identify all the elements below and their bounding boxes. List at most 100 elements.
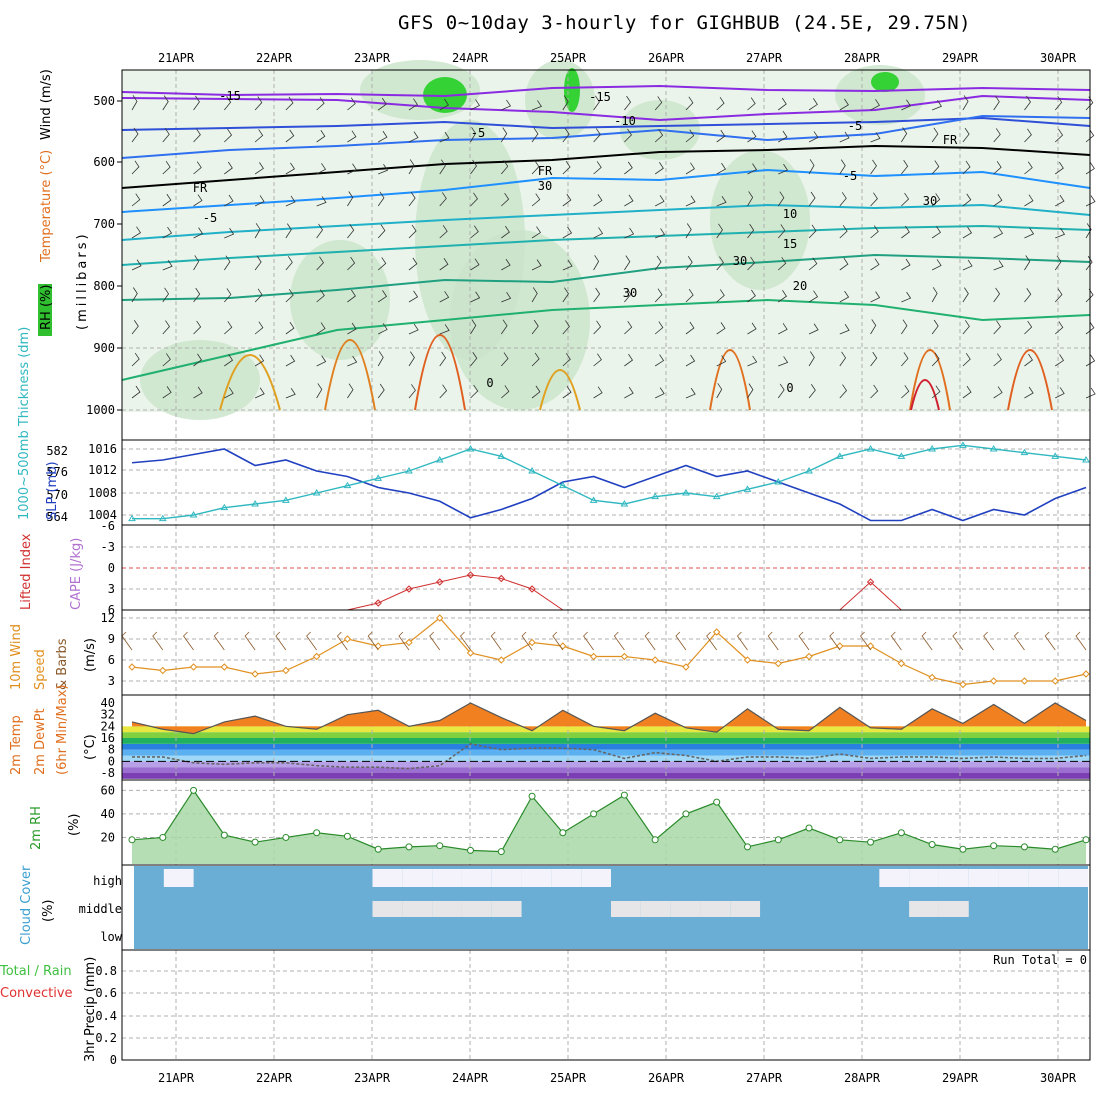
wind-barb	[500, 352, 509, 367]
wind10-barb	[952, 631, 964, 651]
rh2m-point	[1020, 843, 1028, 851]
thickness-point	[435, 456, 444, 463]
wind-barb	[993, 128, 1001, 143]
contour-label: -5	[203, 211, 217, 225]
rh2m-point	[990, 842, 998, 850]
wind-barb	[1024, 255, 1031, 271]
thickness-point	[220, 503, 229, 511]
wind-barb	[1055, 194, 1065, 207]
rh2m-line	[131, 789, 1087, 853]
wind-barb	[624, 194, 634, 207]
wind-barb	[654, 96, 663, 111]
wind10-speed-point	[1051, 677, 1059, 685]
date-label-top: 29APR	[942, 51, 979, 65]
wind10-barb	[429, 631, 441, 651]
wind-barb	[224, 288, 232, 303]
wind10-speed-point	[159, 666, 167, 675]
contour-label: 15	[783, 237, 797, 251]
wind-barb	[254, 223, 261, 239]
warm-temperature-contour	[324, 339, 376, 411]
rh2m-point	[805, 824, 813, 832]
wind-barb	[162, 386, 172, 399]
run-total-label: Run Total = 0	[993, 953, 1087, 967]
cloud-cell-high	[372, 869, 403, 887]
temp-tick-label: 40	[101, 696, 115, 710]
rh2m-point	[1051, 845, 1059, 853]
temp-ylabel: (6hr Min/Max)	[55, 685, 70, 775]
wind-barb	[224, 96, 232, 111]
date-label-top: 24APR	[452, 51, 489, 65]
contour-label: 30	[733, 254, 747, 268]
wind-barb	[747, 322, 757, 335]
wind-barb	[808, 384, 816, 399]
wind10-speed-point	[251, 670, 259, 678]
wind10-barb	[1013, 631, 1025, 651]
panel-frames	[117, 69, 1091, 1061]
rh2m-point	[590, 810, 598, 818]
wind-barb	[162, 320, 170, 335]
wind-barb	[1055, 387, 1065, 399]
temperature-band	[122, 761, 1090, 768]
wind-barb	[347, 256, 356, 271]
wind10-speed-point	[774, 659, 782, 668]
cloud-tick-label: middle	[79, 902, 122, 916]
wind-barb	[593, 128, 601, 143]
wind-barb	[593, 353, 602, 367]
contour-label: FR	[193, 181, 208, 195]
wind10-barb	[890, 631, 902, 651]
cloud-ylabel: Cloud Cover	[19, 865, 34, 945]
wind10-barb	[583, 631, 594, 651]
wind-barb	[1085, 129, 1095, 143]
wind-barb	[593, 320, 602, 335]
chart-title: GFS 0~10day 3-hourly for GIGHBUB (24.5E,…	[398, 12, 972, 34]
wind-barb	[1024, 194, 1034, 207]
date-label-top: 26APR	[648, 51, 685, 65]
wind10-barb	[367, 631, 379, 651]
wind-barb	[777, 383, 785, 399]
rh2m-point	[374, 845, 382, 853]
rh2m-point	[528, 792, 536, 800]
thickness-tick-label: 576	[46, 465, 68, 479]
wind-barb	[254, 321, 264, 335]
temperature-contour	[121, 253, 1091, 301]
wind-barb	[747, 223, 755, 239]
wind-barb	[808, 257, 818, 271]
pressure-tick-label: 500	[93, 94, 115, 108]
wind10-tick-label: 12	[101, 611, 115, 625]
wind-barb	[839, 324, 850, 335]
wind-barb	[562, 353, 571, 367]
wind-barb	[747, 289, 756, 303]
wind-barb	[839, 98, 849, 111]
temperature-label: Temperature (°C)	[39, 150, 54, 263]
rh2m-tick-label: 20	[101, 830, 115, 844]
wind-barb	[1054, 288, 1063, 303]
wind-barb	[162, 193, 172, 207]
date-label-top: 23APR	[354, 51, 391, 65]
slp-tick-label: 1004	[88, 508, 117, 522]
thickness-point	[743, 485, 752, 492]
thickness-ylabel: 1000~500mb Thickness (dm)	[17, 327, 32, 520]
wind-barb	[501, 292, 512, 303]
lifted-index-point	[436, 578, 444, 586]
wind10-speed-point	[528, 638, 536, 647]
wind-barb	[962, 193, 972, 207]
contour-label: -5	[471, 126, 485, 140]
thickness-point	[374, 474, 383, 481]
temperature-contour	[121, 144, 1091, 189]
wind-barb	[1085, 195, 1096, 207]
wind-barb	[808, 131, 819, 143]
wind10-speed-point	[1020, 677, 1029, 685]
rh2m-point	[251, 838, 259, 846]
wind-barb	[285, 129, 295, 143]
wind10-speed-line	[131, 617, 1087, 686]
contour-label: 10	[783, 207, 797, 221]
lifted-index-point	[374, 599, 382, 607]
wind-barb	[439, 225, 448, 239]
wind10-barb	[552, 631, 564, 651]
wind-barb	[316, 130, 326, 143]
wind10-speed-point	[897, 659, 906, 668]
wind-barb	[131, 287, 138, 303]
precip-convective-label: Convective	[0, 986, 73, 1001]
wind-barb	[777, 224, 786, 239]
wind-barb	[347, 163, 358, 175]
